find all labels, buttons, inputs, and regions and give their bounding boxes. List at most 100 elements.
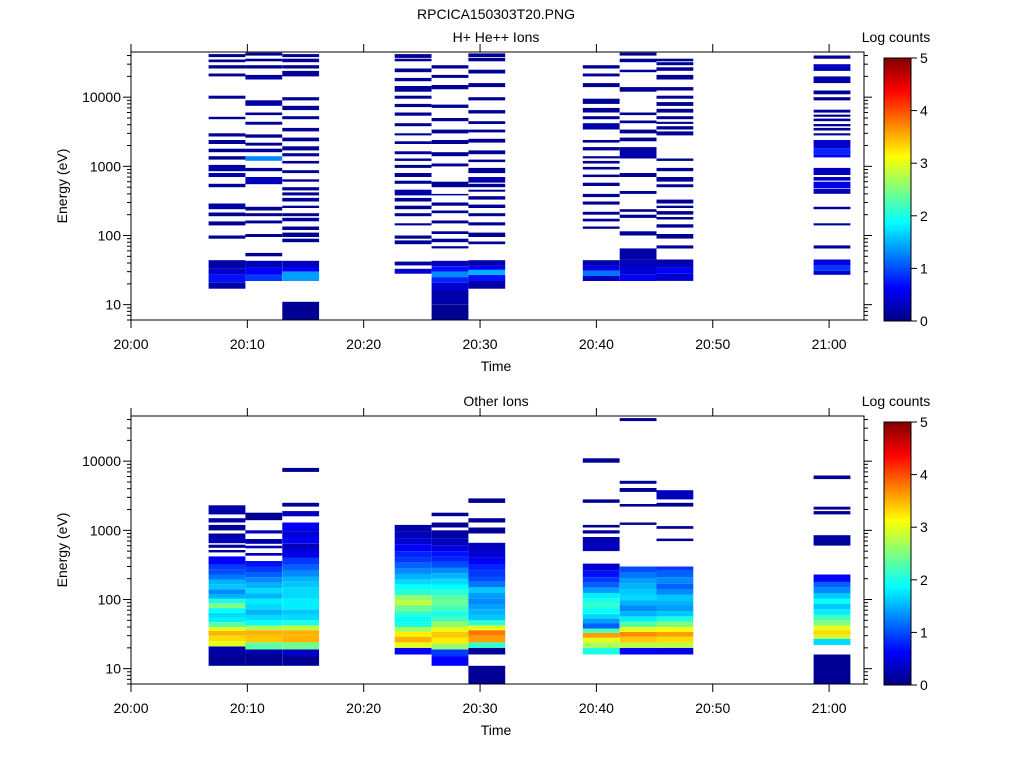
heatmap-cell xyxy=(582,147,620,151)
heatmap-cell xyxy=(394,205,432,210)
heatmap-cell xyxy=(282,502,320,507)
heatmap-cell xyxy=(282,192,320,196)
heatmap-cell xyxy=(245,582,283,589)
heatmap-cell xyxy=(394,538,432,545)
heatmap-cell xyxy=(468,281,506,289)
heatmap-cell xyxy=(582,623,620,629)
heatmap-cell xyxy=(208,569,246,575)
heatmap-cell xyxy=(245,206,283,211)
heatmap-cell xyxy=(431,129,469,134)
heatmap-cell xyxy=(282,137,320,142)
heatmap-cell xyxy=(245,649,283,655)
heatmap-cell xyxy=(208,627,246,631)
heatmap-cell xyxy=(582,593,620,599)
heatmap-cell xyxy=(245,609,283,615)
heatmap-cell xyxy=(282,656,320,666)
heatmap-cell xyxy=(656,87,694,91)
heatmap-cell xyxy=(394,68,432,73)
heatmap-cell xyxy=(582,156,620,159)
heatmap-cell xyxy=(468,53,506,58)
heatmap-cell xyxy=(813,133,851,136)
heatmap-cell xyxy=(813,223,851,226)
heatmap-cell xyxy=(813,189,851,194)
heatmap-cell xyxy=(245,561,283,567)
heatmap-cell xyxy=(468,269,506,275)
heatmap-cell xyxy=(394,584,432,590)
heatmap-cell xyxy=(582,193,620,198)
heatmap-cell xyxy=(813,630,851,635)
heatmap-cell xyxy=(582,83,620,88)
heatmap-cell xyxy=(431,85,469,90)
heatmap-cell xyxy=(245,260,283,268)
heatmap-cell xyxy=(468,647,506,655)
heatmap-cell xyxy=(431,104,469,108)
heatmap-cell xyxy=(582,276,620,281)
heatmap-cell xyxy=(813,109,851,113)
heatmap-cell xyxy=(656,211,694,215)
heatmap-cell xyxy=(619,647,657,655)
heatmap-cell xyxy=(208,235,246,239)
heatmap-cell xyxy=(656,217,694,220)
heatmap-cell xyxy=(208,617,246,623)
heatmap-cell xyxy=(813,574,851,582)
heatmap-cell xyxy=(394,268,432,274)
heatmap-cell xyxy=(619,267,657,275)
heatmap-cell xyxy=(656,267,694,274)
heatmap-cell xyxy=(208,537,246,544)
heatmap-cell xyxy=(431,556,469,562)
heatmap-cell xyxy=(282,97,320,101)
heatmap-cell xyxy=(394,605,432,612)
heatmap-cell xyxy=(813,140,851,149)
heatmap-cell xyxy=(431,290,469,305)
heatmap-cell xyxy=(282,630,320,636)
heatmap-cell xyxy=(468,542,506,550)
x-axis-ticks: 20:00 20:10 20:20 20:30 20:40 20:50 21:00 xyxy=(113,44,847,352)
colorbar xyxy=(883,57,912,322)
heatmap-cell xyxy=(468,518,506,523)
heatmap-cell xyxy=(468,177,506,183)
heatmap-cell xyxy=(582,211,620,215)
heatmap-cell xyxy=(656,224,694,228)
heatmap-cell xyxy=(582,577,620,583)
heatmap-cell xyxy=(282,70,320,77)
heatmap-cell xyxy=(282,467,320,472)
y-axis-label: Energy (eV) xyxy=(54,149,70,224)
heatmap-cell xyxy=(208,524,246,531)
heatmap-cell xyxy=(813,118,851,122)
heatmap-cell xyxy=(468,83,506,88)
heatmap-cell xyxy=(468,564,506,571)
heatmap-cell xyxy=(582,107,620,113)
heatmap-cell xyxy=(656,116,694,120)
heatmap-cell xyxy=(245,635,283,643)
heatmap-cell xyxy=(282,511,320,517)
plot-frame xyxy=(130,51,865,321)
heatmap-cell xyxy=(656,74,694,80)
heatmap-cell xyxy=(245,620,283,626)
heatmap-cell xyxy=(619,52,657,56)
heatmap-cell xyxy=(468,241,506,245)
heatmap-cell xyxy=(813,654,851,684)
heatmap-cell xyxy=(282,531,320,538)
x-tick-label: 20:50 xyxy=(695,336,730,352)
heatmap-cell xyxy=(656,273,694,281)
heatmap-cell xyxy=(468,630,506,636)
heatmap-cell xyxy=(208,612,246,618)
heatmap-cell xyxy=(619,594,657,601)
heatmap-cell xyxy=(431,616,469,622)
heatmap-cell xyxy=(431,561,469,568)
heatmap-cell xyxy=(431,304,469,320)
heatmap-cell xyxy=(431,621,469,627)
heatmap-cell xyxy=(813,598,851,604)
heatmap-cell xyxy=(431,282,469,291)
heatmap-cell xyxy=(431,152,469,157)
heatmap-cell xyxy=(208,183,246,188)
x-tick-label: 20:20 xyxy=(346,336,381,352)
heatmap-cell xyxy=(431,589,469,596)
panel-title: Other Ions xyxy=(463,393,528,409)
heatmap-cell xyxy=(394,616,432,622)
colorbar xyxy=(883,421,912,686)
heatmap-cell xyxy=(208,608,246,613)
heatmap-cell xyxy=(656,631,694,637)
heatmap-cell xyxy=(394,133,432,136)
heatmap-cell xyxy=(656,502,694,507)
